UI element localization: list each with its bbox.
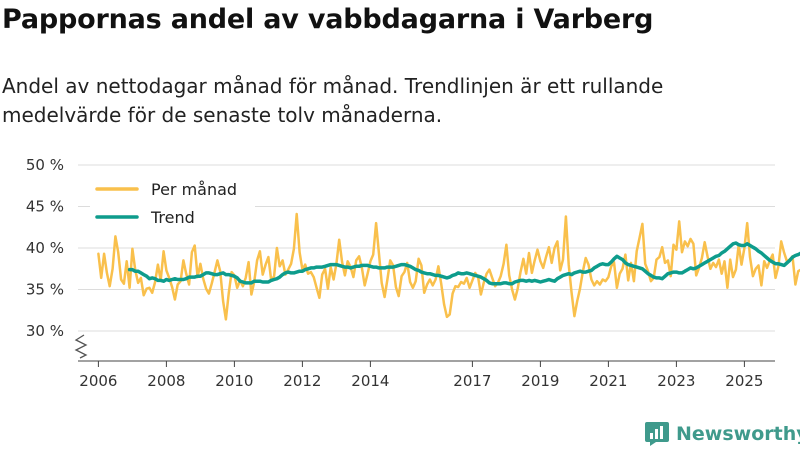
newsworthy-logo-icon <box>645 422 669 446</box>
chart-subtitle: Andel av nettodagar månad för månad. Tre… <box>2 74 664 127</box>
x-axis: 2006 2008 2010 2012 2014 2017 2019 2021 2023 2025 <box>78 360 775 390</box>
series-line-per-manad <box>97 212 800 321</box>
legend: Per månad Trend <box>90 175 255 233</box>
x-tick-label-2023: 2023 <box>657 372 695 390</box>
y-tick-label-50: 50 % <box>26 156 64 174</box>
x-tick-label-2021: 2021 <box>589 372 627 390</box>
axis-break-zigzag <box>74 334 88 359</box>
axis-break-icon <box>74 334 88 359</box>
y-tick-label-35: 35 % <box>26 281 64 299</box>
line-chart: 30 % 35 % 40 % 45 % 50 % 2006 2008 2010 2012 201… <box>26 156 800 390</box>
x-tick-label-2017: 2017 <box>453 372 491 390</box>
brand-logo: Newsworthy <box>644 420 800 448</box>
y-tick-label-45: 45 % <box>26 198 64 216</box>
brand-name: Newsworthy <box>676 423 800 445</box>
chart-title: Pappornas andel av vabbdagarna i Varberg <box>2 4 654 35</box>
x-tick-label-2019: 2019 <box>521 372 559 390</box>
y-axis-tick-labels: 30 % 35 % 40 % 45 % 50 % <box>26 156 64 340</box>
legend-label-1: Trend <box>150 208 195 227</box>
y-tick-label-40: 40 % <box>26 239 64 257</box>
x-tick-label-2006: 2006 <box>79 372 117 390</box>
series-line-trend <box>127 241 800 286</box>
legend-label-0: Per månad <box>151 180 237 199</box>
x-tick-label-2010: 2010 <box>215 372 253 390</box>
legend-background <box>90 175 255 233</box>
y-tick-label-30: 30 % <box>26 322 64 340</box>
x-tick-label-2008: 2008 <box>147 372 185 390</box>
x-tick-label-2025: 2025 <box>725 372 763 390</box>
x-tick-label-2014: 2014 <box>351 372 389 390</box>
x-tick-label-2012: 2012 <box>283 372 321 390</box>
series-lines <box>97 212 800 321</box>
